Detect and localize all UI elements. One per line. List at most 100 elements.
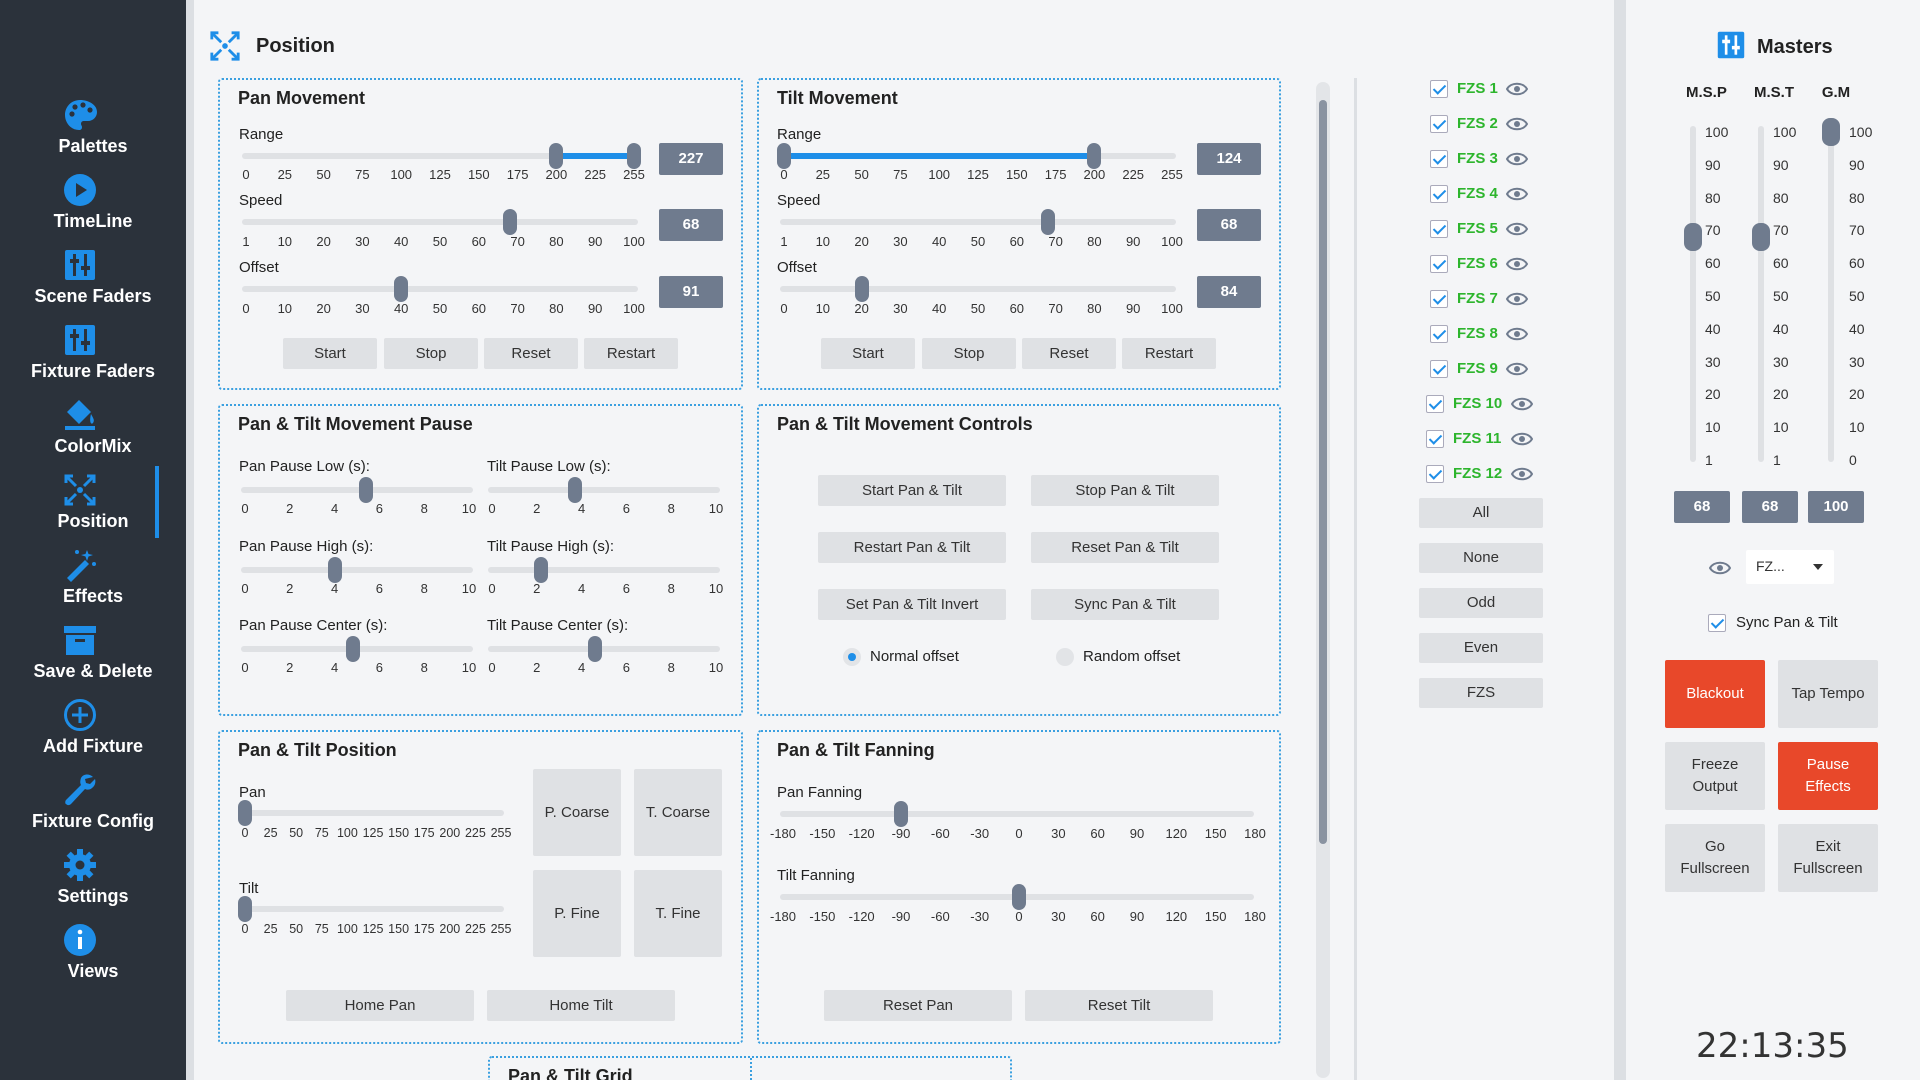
tilt-start-button[interactable]: Start	[821, 338, 915, 369]
pan-reset-button[interactable]: Reset	[484, 338, 578, 369]
scrollbar-thumb[interactable]	[1319, 100, 1327, 844]
eye-icon[interactable]	[1506, 117, 1528, 131]
start-pan-tilt-button[interactable]: Start Pan & Tilt	[818, 475, 1006, 506]
pan-speed-handle[interactable]	[502, 209, 517, 235]
home-pan-button[interactable]: Home Pan	[286, 990, 474, 1021]
tilt-offset-track[interactable]	[780, 286, 1176, 292]
nav-colormix[interactable]: ColorMix	[0, 398, 186, 470]
restart-pan-tilt-button[interactable]: Restart Pan & Tilt	[818, 532, 1006, 563]
fzs-checkbox[interactable]	[1430, 185, 1448, 203]
eye-icon[interactable]	[1511, 467, 1533, 481]
set-invert-button[interactable]: Set Pan & Tilt Invert	[818, 589, 1006, 620]
eye-icon[interactable]	[1506, 257, 1528, 271]
tilt-fanning-handle[interactable]	[1012, 884, 1026, 910]
position-pan-handle[interactable]	[238, 800, 252, 826]
sync-pan-tilt-button[interactable]: Sync Pan & Tilt	[1031, 589, 1219, 620]
freeze-output-button[interactable]: Freeze Output	[1665, 742, 1765, 810]
pause-track[interactable]	[241, 487, 473, 493]
fzs-checkbox[interactable]	[1426, 395, 1444, 413]
eye-icon[interactable]	[1506, 222, 1528, 236]
nav-timeline[interactable]: TimeLine	[0, 173, 186, 245]
master-fader-track[interactable]	[1758, 126, 1764, 462]
tilt-offset-handle[interactable]	[854, 276, 869, 302]
eye-icon[interactable]	[1506, 82, 1528, 96]
nav-position[interactable]: Position	[0, 473, 186, 545]
master-fader-handle[interactable]	[1822, 118, 1840, 146]
random-offset-radio[interactable]	[1056, 648, 1074, 666]
tap-tempo-button[interactable]: Tap Tempo	[1778, 660, 1878, 728]
tilt-range-low-handle[interactable]	[777, 143, 791, 169]
pan-coarse-button[interactable]: P. Coarse	[533, 769, 621, 856]
tilt-coarse-button[interactable]: T. Coarse	[634, 769, 722, 856]
home-tilt-button[interactable]: Home Tilt	[487, 990, 675, 1021]
position-pan-track[interactable]	[242, 810, 504, 816]
pan-fanning-handle[interactable]	[894, 801, 908, 827]
nav-save-delete[interactable]: Save & Delete	[0, 623, 186, 695]
nav-fixture-faders[interactable]: Fixture Faders	[0, 323, 186, 395]
fzs-checkbox[interactable]	[1426, 465, 1444, 483]
nav-palettes[interactable]: Palettes	[0, 98, 186, 170]
eye-icon[interactable]	[1506, 292, 1528, 306]
pause-handle[interactable]	[567, 477, 582, 503]
select-fzs-button[interactable]: FZS	[1419, 678, 1543, 708]
master-fader-track[interactable]	[1690, 126, 1696, 462]
pause-handle[interactable]	[327, 557, 342, 583]
pan-range-track[interactable]	[242, 153, 638, 159]
pan-start-button[interactable]: Start	[283, 338, 377, 369]
tilt-speed-handle[interactable]	[1040, 209, 1055, 235]
pan-restart-button[interactable]: Restart	[584, 338, 678, 369]
fzs-checkbox[interactable]	[1430, 255, 1448, 273]
nav-fixture-config[interactable]: Fixture Config	[0, 773, 186, 845]
eye-icon[interactable]	[1506, 327, 1528, 341]
tilt-fine-button[interactable]: T. Fine	[634, 870, 722, 957]
nav-effects[interactable]: Effects	[0, 548, 186, 620]
blackout-button[interactable]: Blackout	[1665, 660, 1765, 728]
pan-offset-track[interactable]	[242, 286, 638, 292]
nav-settings[interactable]: Settings	[0, 848, 186, 920]
eye-icon[interactable]	[1506, 152, 1528, 166]
pause-track[interactable]	[488, 487, 720, 493]
pause-track[interactable]	[488, 567, 720, 573]
reset-pan-fanning-button[interactable]: Reset Pan	[824, 990, 1012, 1021]
normal-offset-radio[interactable]	[843, 648, 861, 666]
pan-stop-button[interactable]: Stop	[384, 338, 478, 369]
pan-range-high-handle[interactable]	[627, 143, 641, 169]
fzs-checkbox[interactable]	[1430, 115, 1448, 133]
select-all-button[interactable]: All	[1419, 498, 1543, 528]
nav-add-fixture[interactable]: Add Fixture	[0, 698, 186, 770]
tilt-restart-button[interactable]: Restart	[1122, 338, 1216, 369]
fzs-checkbox[interactable]	[1426, 430, 1444, 448]
master-fader-track[interactable]	[1828, 126, 1834, 462]
pan-offset-handle[interactable]	[394, 276, 409, 302]
go-fullscreen-button[interactable]: Go Fullscreen	[1665, 824, 1765, 892]
tilt-reset-button[interactable]: Reset	[1022, 338, 1116, 369]
fixture-dropdown[interactable]: FZ...	[1746, 550, 1834, 584]
tilt-stop-button[interactable]: Stop	[922, 338, 1016, 369]
nav-views[interactable]: Views	[0, 923, 186, 995]
pan-speed-track[interactable]	[242, 219, 638, 225]
fzs-checkbox[interactable]	[1430, 150, 1448, 168]
tilt-speed-track[interactable]	[780, 219, 1176, 225]
eye-icon[interactable]	[1506, 362, 1528, 376]
master-fader-handle[interactable]	[1684, 222, 1702, 251]
pause-track[interactable]	[241, 567, 473, 573]
pause-handle[interactable]	[358, 477, 373, 503]
fzs-checkbox[interactable]	[1430, 80, 1448, 98]
pause-track[interactable]	[488, 646, 720, 652]
pan-fanning-track[interactable]	[780, 811, 1254, 817]
select-even-button[interactable]: Even	[1419, 633, 1543, 663]
pause-handle[interactable]	[345, 636, 360, 662]
select-none-button[interactable]: None	[1419, 543, 1543, 573]
tilt-range-high-handle[interactable]	[1087, 143, 1102, 169]
eye-icon[interactable]	[1709, 561, 1731, 575]
reset-pan-tilt-button[interactable]: Reset Pan & Tilt	[1031, 532, 1219, 563]
sync-pan-tilt-checkbox[interactable]	[1708, 614, 1726, 632]
reset-tilt-fanning-button[interactable]: Reset Tilt	[1025, 990, 1213, 1021]
select-odd-button[interactable]: Odd	[1419, 588, 1543, 618]
fzs-checkbox[interactable]	[1430, 325, 1448, 343]
eye-icon[interactable]	[1511, 432, 1533, 446]
position-tilt-handle[interactable]	[238, 896, 252, 922]
fzs-checkbox[interactable]	[1430, 220, 1448, 238]
fzs-checkbox[interactable]	[1430, 360, 1448, 378]
pan-fine-button[interactable]: P. Fine	[533, 870, 621, 957]
